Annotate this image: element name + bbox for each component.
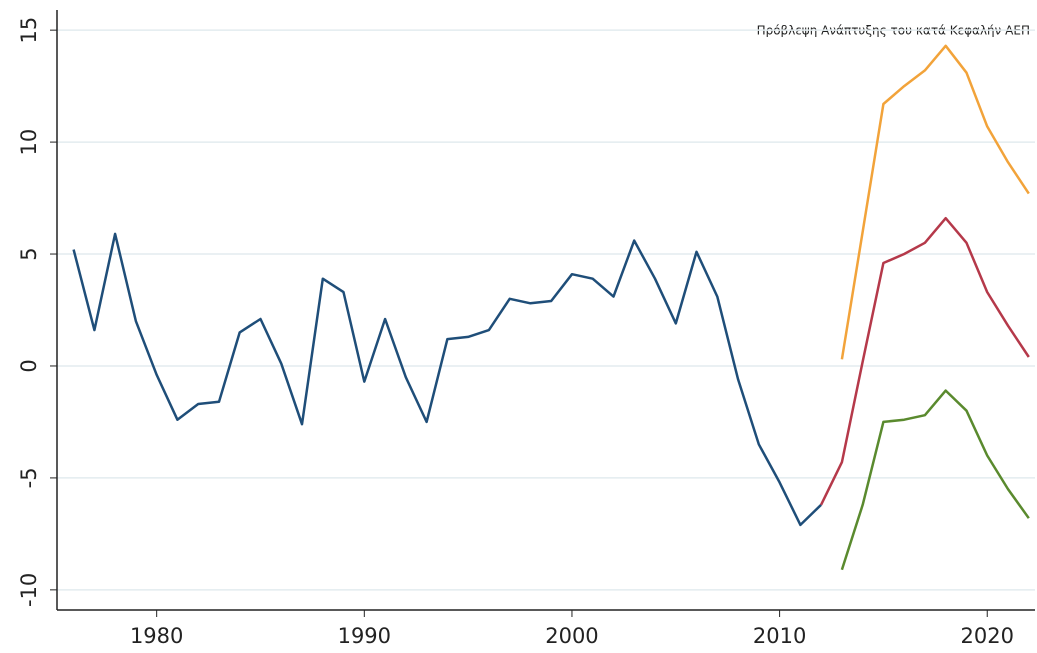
- x-tick-label: 2010: [753, 624, 806, 648]
- y-tick-label: 10: [17, 129, 41, 156]
- y-tick-label: 15: [17, 17, 41, 44]
- x-tick-label: 2020: [961, 624, 1014, 648]
- series-line: [72, 232, 822, 527]
- y-tick-label: 5: [17, 247, 41, 260]
- y-tick-label: -10: [17, 573, 41, 607]
- x-tick-label: 1980: [130, 624, 183, 648]
- series-line: [840, 389, 1030, 571]
- series-line: [840, 44, 1030, 360]
- series-line: [819, 216, 1030, 506]
- x-tick-label: 1990: [338, 624, 391, 648]
- y-tick-label: 0: [17, 359, 41, 372]
- x-tick-label: 2000: [545, 624, 598, 648]
- y-tick-label: -5: [17, 467, 41, 488]
